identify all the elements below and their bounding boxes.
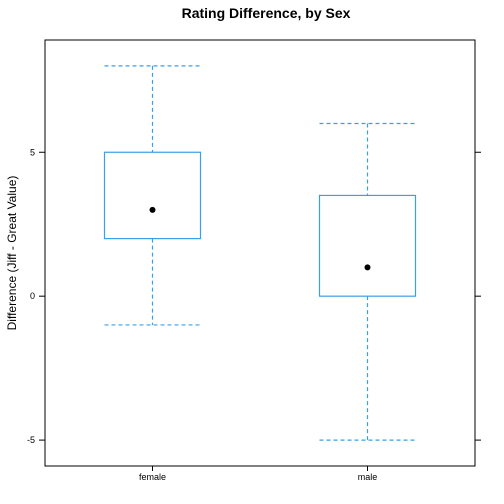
y-tick-label: 5	[30, 147, 35, 157]
iqr-box	[318, 194, 417, 297]
x-axis: female male	[139, 466, 377, 482]
iqr-box	[103, 151, 202, 240]
x-tick-label: male	[358, 472, 378, 482]
box-male	[318, 122, 417, 441]
plot-frame	[44, 39, 476, 467]
chart-title: Rating Difference, by Sex	[182, 5, 351, 21]
box-series	[103, 65, 417, 441]
y-tick-label: 0	[30, 291, 35, 301]
y-axis: -5 0 5	[27, 147, 481, 445]
box-female	[103, 65, 202, 326]
y-tick-label: -5	[27, 435, 35, 445]
y-axis-label: Difference (Jiff - Great Value)	[5, 176, 19, 331]
median-dot	[149, 206, 156, 213]
median-dot	[364, 264, 371, 271]
x-tick-label: female	[139, 472, 166, 482]
